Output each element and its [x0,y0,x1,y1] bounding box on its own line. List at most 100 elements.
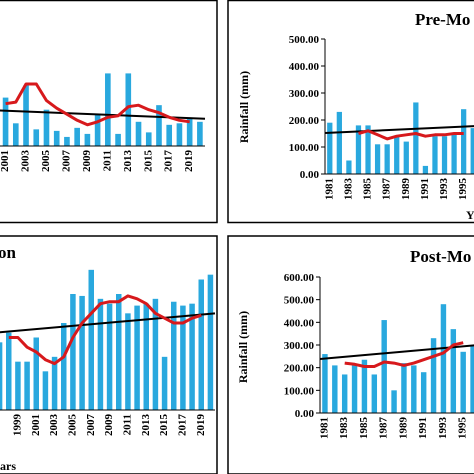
x-tick-label: 1983 [338,417,350,440]
x-tick-label: 2017 [163,150,175,173]
y-tick-label: 0.00 [300,169,320,181]
bar [42,371,49,410]
bar [351,365,358,413]
bar [461,109,467,174]
trend-line [324,125,474,134]
bar [189,303,195,410]
x-tick-label: 2011 [121,414,133,435]
bar [64,136,70,146]
moving-average-line [358,129,464,141]
bar [105,73,111,146]
bar [94,114,101,146]
bar [33,129,40,146]
x-tick-label: 1993 [437,417,449,440]
bar [15,361,21,410]
bar [411,365,417,413]
x-tick-label: 2013 [122,150,134,173]
x-tick-label: 1999 [11,414,23,437]
y-tick-label: 400.00 [289,61,320,73]
bar [420,372,427,413]
x-tick-label: 2005 [40,150,52,173]
bar [116,294,122,410]
x-tick-label: 1983 [342,178,354,201]
y-tick-label: 100.00 [289,142,320,154]
x-tick-label: 2011 [101,150,113,171]
panel-frame-bottom-left [0,235,218,474]
moving-average-line [5,82,190,127]
bar [125,73,132,146]
panel-top-left: 2001 2003 2005 2007 2009 2011 2013 2015 2017 2019 [0,73,206,173]
bar [33,337,39,410]
bar [12,123,19,146]
bar [2,97,9,146]
bar [88,269,94,410]
x-tick-label: 2003 [48,414,60,437]
bar [152,298,159,410]
x-tick-label: 2005 [66,414,78,437]
bar [125,313,131,410]
title-bottom-right: Post-Mo [410,247,471,266]
x-tick-label: 2001 [30,414,42,436]
bar [391,390,397,413]
x-tick-label: 2003 [20,150,32,173]
bar [336,111,342,174]
x-tick-label: 2015 [158,414,170,437]
bar [450,329,457,413]
bar [441,136,448,174]
x-tick-label: 1981 [323,178,335,200]
bar [332,365,338,413]
bar [0,342,3,410]
bar [134,305,140,410]
x-tick-label: 2007 [60,150,72,173]
bar [371,374,378,413]
bar [161,356,168,410]
bar [394,136,400,174]
y-tick-label: 600.00 [284,272,315,284]
x-tick-label: 1991 [417,417,429,439]
bar [374,144,381,174]
y-tick-label: 200.00 [289,115,320,127]
bar [401,363,407,413]
bar [61,323,67,410]
bar [346,160,352,174]
panel-frame-top-right [227,0,474,224]
bar [361,359,368,413]
bar [430,338,437,413]
bar [422,165,429,174]
bar [470,128,474,174]
x-tick-label: 1989 [397,417,409,440]
bar [341,374,348,413]
bar [197,121,203,146]
panel-bottom-left: 1999 2001 2003 2005 2007 2009 2011 2013 2015 2017… [0,269,216,437]
bar [322,354,328,413]
bar [186,118,193,146]
x-tick-label: 1985 [362,178,374,201]
bar [84,133,91,146]
x-tick-label: 2009 [81,150,93,173]
bar [143,303,149,410]
x-tick-label: 1989 [400,178,412,201]
bar [180,305,186,410]
y-tick-label: 400.00 [284,317,315,329]
title-top-right: Pre-Mo [415,10,470,29]
bar [53,130,60,146]
y-tick-label: 500.00 [289,34,320,46]
bar [106,303,113,410]
bar [470,345,474,413]
x-tick-label: 1985 [358,417,370,440]
x-tick-label: 1987 [381,178,393,201]
x-tick-label: 2019 [183,150,195,173]
bar [440,304,447,413]
panel-top-right: 0.00 100.00 200.00 300.00 400.00 500.00 1981 19… [289,34,474,200]
y-tick-label: 0.00 [295,408,315,420]
x-tick-label: 2015 [142,150,154,173]
x-tick-label: 2019 [195,414,207,437]
ylabel-top-right: Rainfall (mm) [237,71,251,143]
plot-area: 2001 2003 2005 2007 2009 2011 2013 2015 2017 2019… [0,34,474,439]
bar [74,127,80,146]
bar [145,132,152,146]
bar [24,361,30,410]
y-tick-label: 500.00 [284,295,315,307]
bar [327,122,333,174]
